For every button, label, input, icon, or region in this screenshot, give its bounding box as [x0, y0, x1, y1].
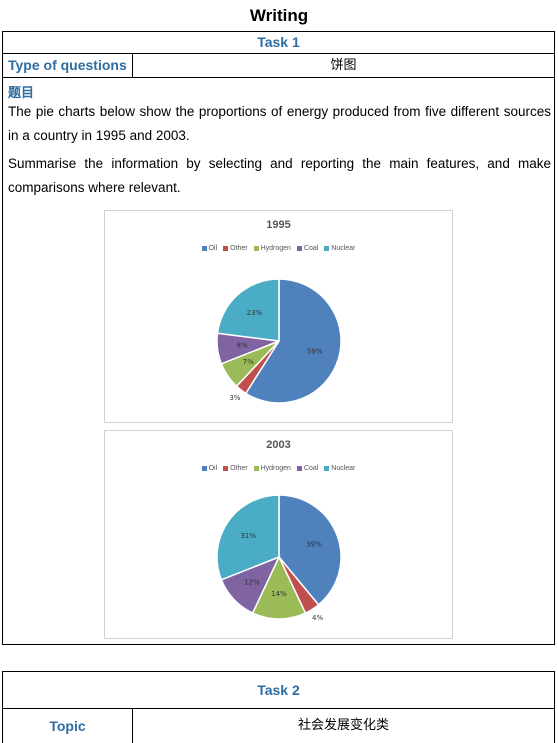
- topic-label: Topic: [3, 709, 133, 743]
- legend-item: Oil: [201, 465, 218, 472]
- data-label: 4%: [312, 614, 323, 622]
- data-label: 31%: [240, 532, 256, 540]
- chart-legend: Oil Other Hydrogen Coal Nuclear: [105, 465, 452, 472]
- chart-legend: Oil Other Hydrogen Coal Nuclear: [105, 245, 452, 252]
- task2-table: Task 2 Topic 社会发展变化类: [2, 671, 555, 743]
- data-label: 12%: [244, 578, 260, 586]
- data-label: 39%: [306, 540, 322, 548]
- pie-chart-1995: 1995 Oil Other Hydrogen Coal Nuclear 59%…: [104, 210, 453, 423]
- data-label: 59%: [307, 347, 323, 355]
- legend-swatch: [296, 465, 302, 471]
- pie-slice-oil: [244, 278, 342, 404]
- pie-1995: 59% 3% 7% 8% 23%: [216, 278, 342, 404]
- legend-label: Oil: [208, 245, 218, 252]
- section-label: 题目: [8, 86, 35, 101]
- page-title: Writing: [249, 6, 309, 25]
- data-label: 8%: [237, 342, 248, 350]
- data-label: 3%: [229, 394, 240, 402]
- legend-swatch: [324, 245, 330, 251]
- topic-value: 社会发展变化类: [297, 718, 389, 733]
- legend-label: Other: [230, 245, 248, 252]
- pie-slice-oil: [278, 494, 342, 606]
- legend-item: Coal: [296, 465, 319, 472]
- legend-swatch: [201, 245, 207, 251]
- legend-swatch: [253, 465, 259, 471]
- chart-title: 1995: [266, 219, 291, 231]
- legend-swatch: [324, 465, 330, 471]
- task2-header: Task 2: [3, 672, 554, 709]
- pie-chart-2003: 2003 Oil Other Hydrogen Coal Nuclear 39%…: [104, 430, 453, 639]
- legend-label: Oil: [208, 465, 218, 472]
- data-label: 7%: [243, 358, 254, 366]
- legend-label: Hydrogen: [260, 245, 291, 252]
- pie-2003: 39% 4% 14% 12% 31%: [216, 494, 342, 622]
- pie-slice-hydrogen: [251, 555, 307, 620]
- data-label: 14%: [271, 590, 287, 598]
- type-value: 饼图: [330, 58, 357, 73]
- prompt-paragraph-2: Summarise the information by selecting a…: [8, 156, 551, 195]
- legend-swatch: [253, 245, 259, 251]
- pie-slice-nuclear: [216, 494, 280, 581]
- legend-item: Oil: [201, 245, 218, 252]
- legend-label: Other: [230, 465, 248, 472]
- legend-item: Other: [223, 245, 248, 252]
- legend-label: Coal: [303, 465, 319, 472]
- legend-label: Nuclear: [331, 245, 356, 252]
- task1-header: Task 1: [3, 32, 554, 54]
- legend-swatch: [201, 465, 207, 471]
- legend-item: Nuclear: [324, 245, 355, 252]
- legend-item: Hydrogen: [253, 465, 291, 472]
- legend-label: Coal: [303, 245, 319, 252]
- type-row: Type of questions 饼图: [3, 54, 554, 78]
- legend-swatch: [223, 245, 229, 251]
- pie-slice-nuclear: [216, 278, 280, 342]
- task1-table: Task 1 Type of questions 饼图 题目 The pie c…: [2, 31, 555, 645]
- data-label: 23%: [247, 309, 263, 317]
- prompt-paragraph-1: The pie charts below show the proportion…: [8, 104, 551, 143]
- legend-label: Nuclear: [331, 465, 356, 472]
- legend-item: Coal: [296, 245, 319, 252]
- legend-item: Hydrogen: [253, 245, 291, 252]
- legend-swatch: [296, 245, 302, 251]
- legend-item: Nuclear: [324, 465, 355, 472]
- legend-label: Hydrogen: [260, 465, 291, 472]
- legend-swatch: [223, 465, 229, 471]
- type-label: Type of questions: [3, 54, 133, 77]
- topic-row: Topic 社会发展变化类: [3, 709, 554, 743]
- legend-item: Other: [223, 465, 248, 472]
- chart-title: 2003: [266, 439, 291, 451]
